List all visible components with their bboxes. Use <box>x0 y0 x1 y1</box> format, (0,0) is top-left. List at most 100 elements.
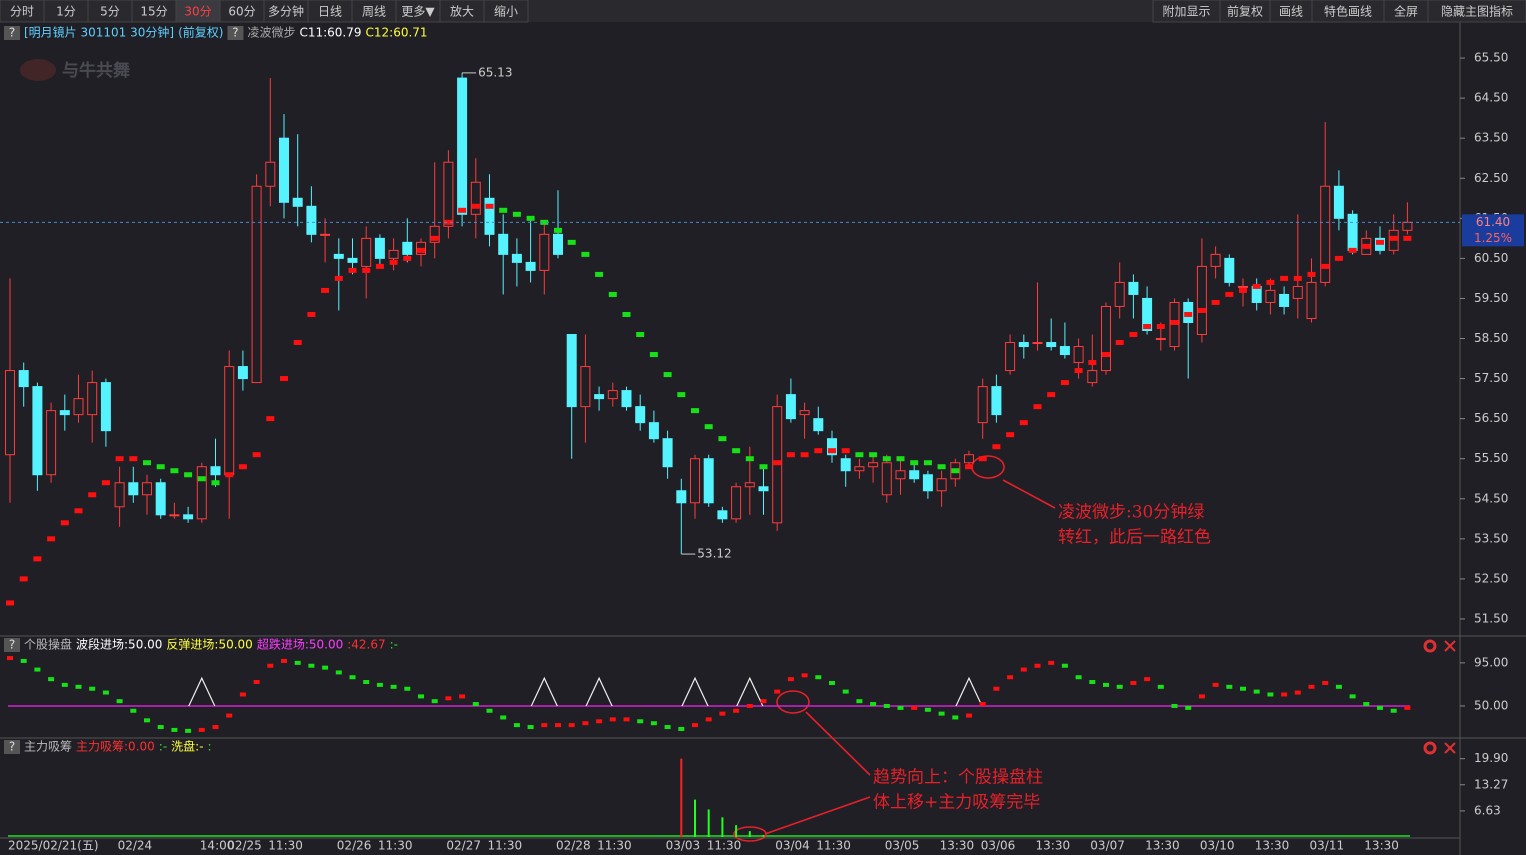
indicator-mark <box>294 660 301 665</box>
indicator-mark <box>129 456 138 462</box>
toolbar-button[interactable] <box>483 0 529 23</box>
close-icon[interactable] <box>1444 742 1456 754</box>
indicator-mark <box>348 267 357 273</box>
candle-body <box>1196 265 1207 336</box>
indicator-mark <box>1060 380 1069 386</box>
candle-body <box>484 197 495 235</box>
y-tick-label: 54.50 <box>1474 491 1508 505</box>
help-box[interactable] <box>4 26 20 40</box>
candle-body <box>525 261 536 271</box>
candle-body <box>347 257 358 263</box>
last-price-label: 61.40 <box>1476 215 1510 229</box>
candle-body <box>1238 285 1248 288</box>
indicator-mark <box>238 464 247 470</box>
indicator-mark <box>992 444 1001 450</box>
indicator-mark <box>293 340 302 346</box>
indicator-mark <box>156 464 165 470</box>
indicator-mark <box>541 723 548 728</box>
x-tick-label: 13:30 <box>1364 839 1399 853</box>
indicator-mark <box>349 675 356 680</box>
indicator-mark <box>540 219 549 225</box>
help-box[interactable] <box>4 740 20 754</box>
indicator-mark <box>75 684 82 689</box>
settings-icon[interactable] <box>1423 741 1437 755</box>
candle-body <box>1018 342 1029 348</box>
indicator-mark <box>1267 692 1274 697</box>
settings-icon[interactable] <box>1423 639 1437 653</box>
candle-body <box>100 382 111 432</box>
indicator-mark <box>924 707 931 712</box>
indicator-mark <box>1377 705 1383 710</box>
indicator-mark <box>33 556 42 562</box>
indicator-mark <box>1020 667 1027 672</box>
indicator-mark <box>1376 239 1384 245</box>
indicator-mark <box>89 686 96 691</box>
help-box[interactable] <box>4 638 20 652</box>
close-icon[interactable] <box>1444 640 1456 652</box>
indicator-mark <box>1349 694 1356 699</box>
indicator-mark <box>814 448 823 454</box>
y-tick-label: 53.50 <box>1474 531 1508 545</box>
indicator-mark <box>1089 680 1096 685</box>
legend-entry: 主力吸筹:0.00 <box>76 740 155 754</box>
indicator-mark <box>403 255 412 261</box>
candle-body <box>470 181 481 215</box>
indicator-mark <box>568 723 575 728</box>
indicator-mark <box>937 464 946 470</box>
indicator-mark <box>1048 660 1055 665</box>
candle-body <box>744 482 755 488</box>
indicator-mark <box>390 684 397 689</box>
last-price-box <box>1462 214 1524 247</box>
indicator-mark <box>732 448 741 454</box>
indicator-mark <box>1116 684 1123 689</box>
indicator-mark <box>198 727 205 732</box>
indicator-mark <box>636 332 645 338</box>
candle-body <box>183 514 194 520</box>
candle-body <box>881 462 892 496</box>
candle-body <box>909 470 920 480</box>
indicator-mark <box>910 460 919 466</box>
candle-body <box>402 241 413 255</box>
legend-entry: :- <box>159 740 167 754</box>
toolbar-button-label: 画线 <box>1279 5 1303 19</box>
toolbar-button[interactable] <box>1427 0 1526 23</box>
indicator-mark <box>458 207 467 213</box>
x-tick-label: 03/05 <box>885 839 920 853</box>
indicator-mark <box>952 715 959 720</box>
candle-body <box>648 422 659 440</box>
candle-body <box>662 438 673 468</box>
indicator-mark <box>691 408 699 414</box>
signal-triangle <box>188 676 216 707</box>
candle-body <box>977 386 988 424</box>
candle-body <box>155 482 166 516</box>
candle-body <box>429 225 440 243</box>
indicator-mark <box>923 460 932 466</box>
candle-body <box>443 161 454 227</box>
help-label: ? <box>9 26 15 40</box>
indicator-mark <box>1252 283 1261 289</box>
toolbar-button-label: 1分 <box>56 5 76 19</box>
candle-body <box>676 490 687 504</box>
indicator-mark <box>7 656 13 661</box>
indicator-mark <box>430 235 439 241</box>
candle-body <box>169 514 180 517</box>
candle-body <box>320 233 331 236</box>
candle-body <box>114 482 125 508</box>
candle-body <box>1142 297 1153 332</box>
indicator-mark <box>1294 690 1301 695</box>
help-label: ? <box>9 740 15 754</box>
toolbar-button-label: 日线 <box>318 5 342 19</box>
y-tick-label: 19.90 <box>1474 751 1508 765</box>
indicator-mark <box>19 576 28 582</box>
signal-triangle <box>955 676 983 707</box>
candle-body <box>1224 257 1235 283</box>
legend-entry: C12:60.71 <box>366 26 428 40</box>
help-box[interactable] <box>227 26 244 40</box>
indicator-mark <box>157 725 164 730</box>
indicator-mark <box>1389 235 1398 241</box>
candle-body <box>265 161 276 187</box>
indicator-mark <box>608 291 617 297</box>
candle-body <box>1059 346 1070 356</box>
toolbar-button-label: 分时 <box>10 5 34 19</box>
indicator-mark <box>1348 247 1357 253</box>
